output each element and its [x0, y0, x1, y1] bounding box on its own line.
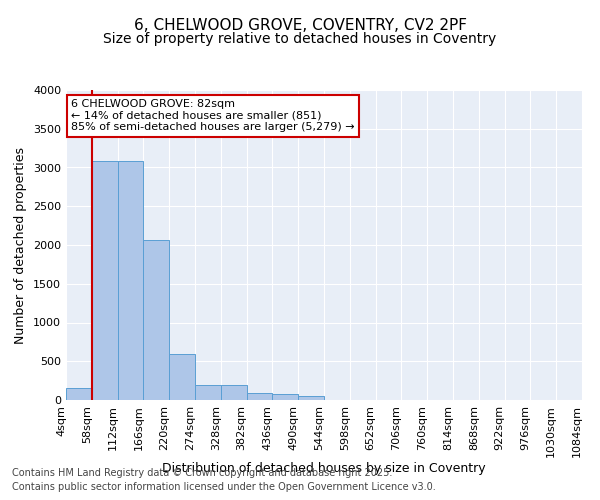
Bar [66, 388, 92, 400]
Bar [169, 354, 195, 400]
Bar [247, 393, 272, 400]
Bar [118, 162, 143, 400]
X-axis label: Distribution of detached houses by size in Coventry: Distribution of detached houses by size … [162, 462, 486, 475]
Bar [221, 386, 247, 400]
Text: 6 CHELWOOD GROVE: 82sqm
← 14% of detached houses are smaller (851)
85% of semi-d: 6 CHELWOOD GROVE: 82sqm ← 14% of detache… [71, 100, 355, 132]
Bar [195, 386, 221, 400]
Text: Contains HM Land Registry data © Crown copyright and database right 2025.: Contains HM Land Registry data © Crown c… [12, 468, 392, 477]
Text: Contains public sector information licensed under the Open Government Licence v3: Contains public sector information licen… [12, 482, 436, 492]
Text: Size of property relative to detached houses in Coventry: Size of property relative to detached ho… [103, 32, 497, 46]
Bar [298, 396, 324, 400]
Bar [143, 240, 169, 400]
Y-axis label: Number of detached properties: Number of detached properties [14, 146, 28, 344]
Bar [272, 394, 298, 400]
Bar [92, 162, 118, 400]
Text: 6, CHELWOOD GROVE, COVENTRY, CV2 2PF: 6, CHELWOOD GROVE, COVENTRY, CV2 2PF [133, 18, 467, 32]
